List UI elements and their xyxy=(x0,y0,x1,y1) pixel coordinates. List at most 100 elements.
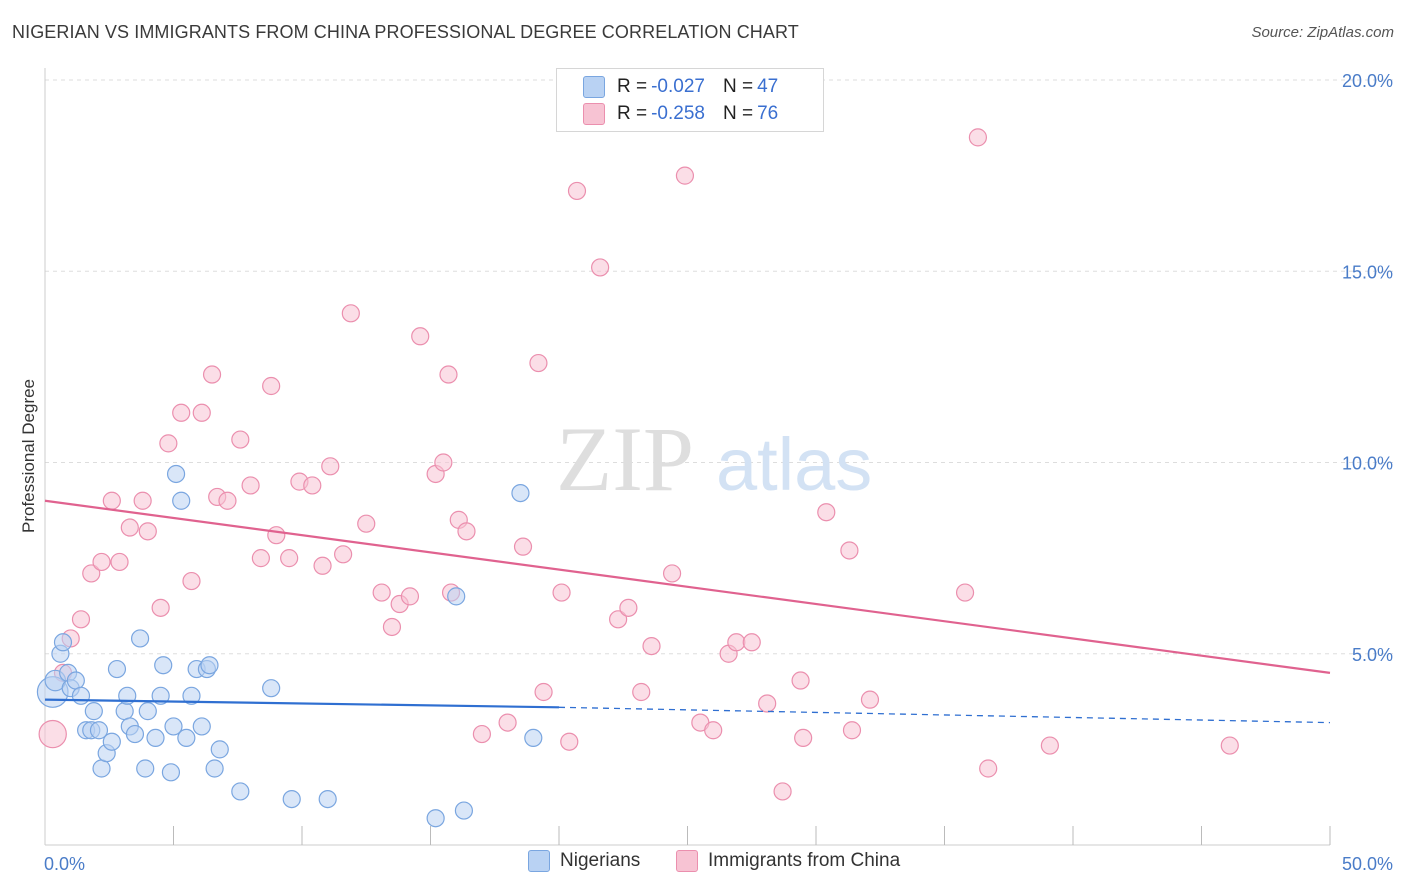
point-china xyxy=(267,526,286,545)
point-china xyxy=(591,258,610,277)
point-nigerians xyxy=(115,702,134,721)
point-china xyxy=(82,564,101,583)
point-china xyxy=(138,522,157,541)
point-nigerians xyxy=(92,759,111,778)
legend-row-nigerians: R = -0.027 N = 47 xyxy=(557,73,778,101)
point-china xyxy=(560,732,579,751)
point-china xyxy=(182,571,201,591)
point-nigerians xyxy=(210,740,229,759)
point-china xyxy=(567,181,587,201)
point-nigerians xyxy=(177,728,196,748)
trend-lines xyxy=(44,499,1331,724)
point-china xyxy=(955,583,975,602)
point-china xyxy=(704,721,723,740)
point-china xyxy=(71,610,91,629)
point-china xyxy=(411,327,430,346)
bottom-legend-label: Nigerians xyxy=(560,850,641,871)
point-china xyxy=(642,636,661,656)
point-nigerians xyxy=(71,686,91,705)
point-nigerians xyxy=(172,491,191,510)
y-tick-label: 20.0% xyxy=(1342,71,1393,91)
point-nigerians xyxy=(200,656,219,675)
point-china xyxy=(172,403,191,422)
legend-swatch-china xyxy=(583,103,605,125)
trend-line-nigerians-extension xyxy=(558,706,1331,724)
y-tick-label: 15.0% xyxy=(1342,262,1393,282)
point-nigerians xyxy=(161,763,181,782)
point-china xyxy=(619,598,638,617)
point-nigerians xyxy=(138,702,157,721)
point-china xyxy=(457,522,476,541)
point-china xyxy=(218,491,237,510)
legend-r-label: R = xyxy=(617,76,648,97)
point-china xyxy=(151,598,170,617)
point-china xyxy=(609,610,628,629)
point-china xyxy=(529,353,548,373)
point-china xyxy=(840,541,859,560)
gridlines xyxy=(45,79,1393,655)
point-nigerians xyxy=(84,702,103,721)
bottom-legend-label: Immigrants from China xyxy=(708,850,901,871)
x-tick-label: 50.0% xyxy=(1342,854,1393,874)
point-china xyxy=(382,617,402,637)
legend-n-value: 47 xyxy=(757,76,779,97)
point-nigerians xyxy=(318,789,337,809)
point-china xyxy=(434,453,453,472)
point-nigerians xyxy=(262,679,281,698)
point-china xyxy=(794,728,813,748)
y-tick-label: 5.0% xyxy=(1352,645,1393,665)
point-nigerians xyxy=(164,717,183,736)
point-china xyxy=(842,721,862,740)
chart-title: NIGERIAN VS IMMIGRANTS FROM CHINA PROFES… xyxy=(12,22,799,42)
point-china xyxy=(632,682,651,702)
y-tick-label: 10.0% xyxy=(1342,454,1393,474)
point-nigerians xyxy=(511,484,530,503)
point-china xyxy=(662,564,682,583)
point-nigerians xyxy=(282,789,301,809)
bottom-legend: Nigerians Immigrants from China xyxy=(0,850,1406,878)
point-china xyxy=(357,514,376,533)
point-nigerians xyxy=(89,721,109,740)
point-nigerians xyxy=(454,801,474,820)
point-china xyxy=(552,583,571,602)
bottom-legend-swatch-nigerians xyxy=(528,850,550,872)
bottom-legend-nigerians[interactable]: Nigerians xyxy=(528,850,640,872)
point-china xyxy=(742,633,761,652)
point-china xyxy=(727,633,746,652)
point-china xyxy=(192,403,211,422)
point-china xyxy=(513,537,533,556)
point-nigerians xyxy=(205,759,224,778)
point-nigerians xyxy=(130,629,150,648)
legend-row-china: R = -0.258 N = 76 xyxy=(557,100,778,128)
point-nigerians xyxy=(154,656,173,675)
point-china xyxy=(241,476,260,495)
point-nigerians xyxy=(125,724,145,744)
point-nigerians xyxy=(146,728,165,748)
x-tick-label: 0.0% xyxy=(44,854,85,874)
tick-labels: 5.0% 10.0% 15.0% 20.0% 0.0% 50.0% xyxy=(44,71,1393,874)
point-nigerians xyxy=(426,809,445,828)
point-china xyxy=(979,759,998,778)
point-china xyxy=(791,671,810,690)
point-china xyxy=(321,457,340,476)
bottom-legend-china[interactable]: Immigrants from China xyxy=(676,850,900,872)
bottom-legend-swatch-china xyxy=(676,850,698,872)
point-china xyxy=(758,694,777,713)
point-china xyxy=(334,545,353,564)
point-nigerians xyxy=(447,587,466,606)
point-china xyxy=(92,552,111,572)
point-china xyxy=(202,365,222,384)
point-china xyxy=(303,476,322,495)
point-china xyxy=(860,690,880,709)
point-china xyxy=(110,552,129,572)
data-points xyxy=(36,128,1239,828)
legend-r-label: R = xyxy=(617,103,648,124)
point-china xyxy=(159,434,178,453)
legend-n-label: N = xyxy=(722,103,754,124)
point-china xyxy=(817,503,836,522)
axes xyxy=(44,68,1331,846)
point-china xyxy=(133,491,152,510)
legend-r-value: -0.027 xyxy=(651,76,705,97)
point-nigerians xyxy=(524,728,543,748)
